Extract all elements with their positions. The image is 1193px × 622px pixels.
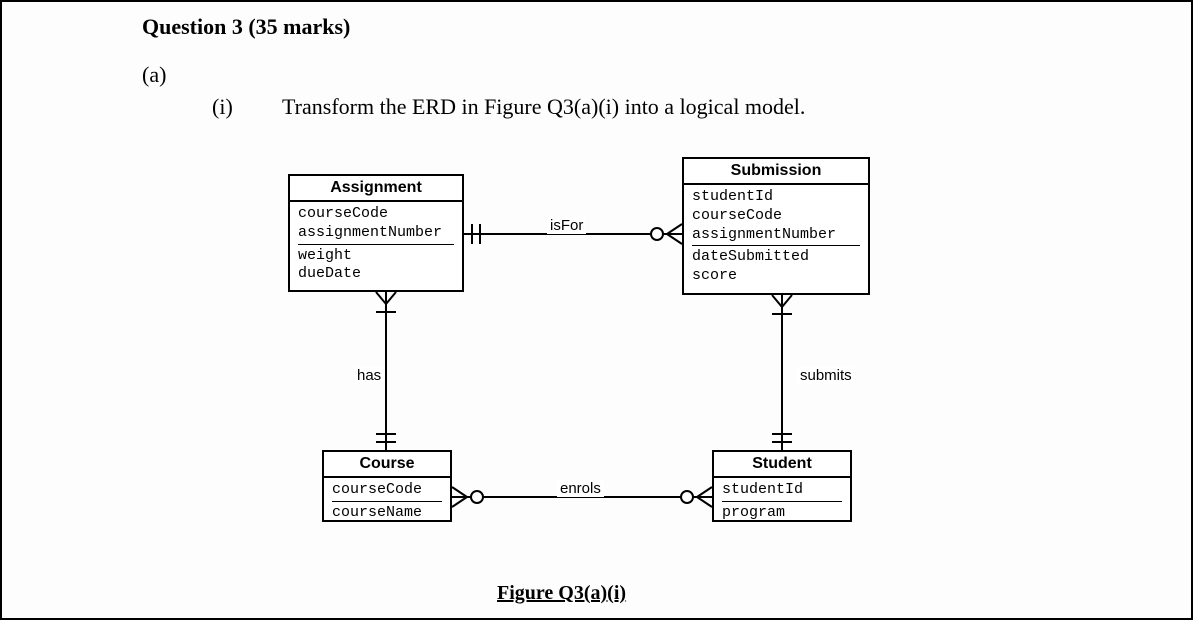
attr: program (722, 504, 842, 523)
rel-label-submits: submits (797, 367, 855, 384)
entity-title: Submission (684, 159, 868, 185)
attr: dateSubmitted (692, 248, 860, 267)
pk-attr: courseCode (692, 207, 860, 226)
erd-lines (2, 2, 1193, 622)
rel-label-enrols: enrols (557, 480, 604, 497)
entity-attributes: studentId program (714, 478, 850, 526)
rel-label-has: has (354, 367, 384, 384)
pk-attr: studentId (692, 188, 860, 207)
page: Question 3 (35 marks) (a) (i) Transform … (0, 0, 1193, 620)
attr: dueDate (298, 265, 454, 284)
entity-title: Student (714, 452, 850, 478)
rel-label-isfor: isFor (547, 217, 586, 234)
entity-attributes: studentId courseCode assignmentNumber da… (684, 185, 868, 289)
entity-course: Course courseCode courseName (322, 450, 452, 522)
pk-attr: assignmentNumber (692, 226, 860, 245)
entity-submission: Submission studentId courseCode assignme… (682, 157, 870, 295)
entity-attributes: courseCode courseName (324, 478, 450, 526)
pk-attr: studentId (722, 481, 842, 500)
pk-attr: courseCode (332, 481, 442, 500)
attr: score (692, 267, 860, 286)
pk-attr: assignmentNumber (298, 224, 454, 243)
entity-student: Student studentId program (712, 450, 852, 522)
pk-attr: courseCode (298, 205, 454, 224)
figure-caption: Figure Q3(a)(i) (497, 582, 626, 605)
attr: courseName (332, 504, 442, 523)
entity-assignment: Assignment courseCode assignmentNumber w… (288, 174, 464, 292)
erd-diagram: Assignment courseCode assignmentNumber w… (2, 2, 1193, 622)
attr: weight (298, 247, 454, 266)
entity-title: Course (324, 452, 450, 478)
entity-title: Assignment (290, 176, 462, 202)
entity-attributes: courseCode assignmentNumber weight dueDa… (290, 202, 462, 287)
